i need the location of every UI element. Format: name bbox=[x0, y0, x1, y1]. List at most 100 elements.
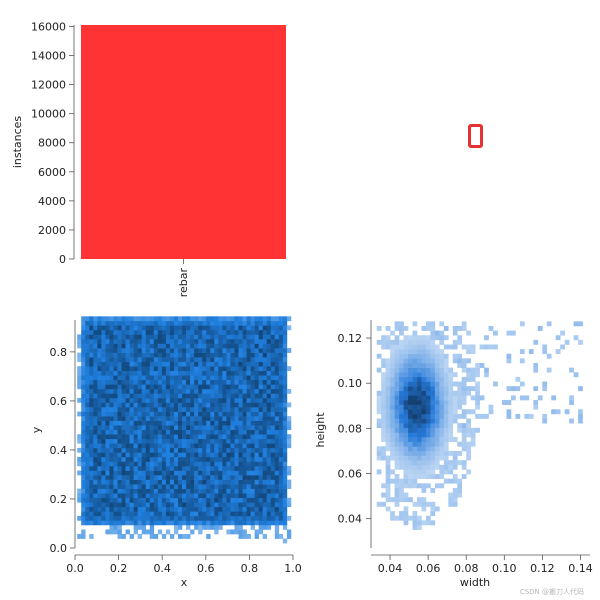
density-cell bbox=[161, 493, 167, 499]
density-cell bbox=[109, 488, 114, 494]
density-cell bbox=[416, 339, 422, 345]
density-cell bbox=[258, 493, 263, 499]
density-cell bbox=[250, 325, 255, 331]
density-cell bbox=[502, 400, 507, 405]
density-cell bbox=[190, 361, 195, 367]
density-cell bbox=[274, 334, 280, 340]
density-cell bbox=[85, 348, 90, 353]
density-cell bbox=[89, 497, 94, 503]
density-cell bbox=[178, 524, 183, 530]
density-cell bbox=[238, 402, 243, 408]
density-cell bbox=[262, 320, 268, 326]
density-cell bbox=[198, 465, 203, 471]
density-cell bbox=[226, 438, 231, 444]
density-cell bbox=[250, 465, 255, 471]
density-cell bbox=[149, 534, 155, 539]
density-cell bbox=[416, 441, 422, 447]
density-cell bbox=[266, 461, 272, 467]
density-cell bbox=[246, 393, 251, 399]
density-cell bbox=[278, 352, 284, 358]
density-cell bbox=[129, 420, 134, 426]
density-cell bbox=[434, 437, 440, 442]
density-cell bbox=[278, 465, 284, 471]
density-cell bbox=[113, 506, 118, 512]
density-cell bbox=[198, 334, 203, 340]
density-cell bbox=[258, 357, 263, 362]
y-tick-label: 8000 bbox=[38, 137, 66, 150]
density-cell bbox=[137, 465, 143, 471]
density-cell bbox=[421, 376, 427, 382]
density-cell bbox=[149, 343, 155, 349]
density-cell bbox=[169, 520, 175, 526]
density-cell bbox=[202, 447, 207, 453]
density-cell bbox=[117, 343, 122, 349]
density-cell bbox=[214, 425, 219, 431]
density-cell bbox=[137, 352, 143, 358]
density-cell bbox=[149, 461, 155, 467]
density-cell bbox=[218, 447, 223, 453]
density-cell bbox=[93, 429, 98, 435]
density-cell bbox=[258, 484, 263, 489]
density-cell bbox=[141, 529, 147, 535]
density-cell bbox=[430, 404, 436, 410]
density-cell bbox=[425, 413, 431, 419]
density-cell bbox=[222, 339, 227, 344]
density-cell bbox=[258, 343, 263, 349]
density-cell bbox=[222, 456, 227, 462]
density-cell bbox=[81, 434, 86, 440]
density-cell bbox=[173, 438, 179, 444]
density-cell bbox=[226, 375, 231, 381]
density-cell bbox=[274, 320, 280, 326]
density-cell bbox=[214, 339, 219, 344]
density-cell bbox=[161, 393, 167, 399]
density-cell bbox=[178, 456, 183, 462]
density-cell bbox=[222, 447, 227, 453]
density-cell bbox=[242, 411, 247, 417]
density-cell bbox=[254, 316, 259, 322]
density-cell bbox=[117, 411, 122, 417]
density-cell bbox=[125, 429, 130, 435]
density-cell bbox=[218, 425, 223, 431]
density-cell bbox=[101, 420, 106, 426]
density-cell bbox=[234, 379, 239, 385]
xy-y-label: y bbox=[30, 426, 43, 433]
density-cell bbox=[206, 502, 211, 508]
density-cell bbox=[198, 366, 203, 372]
density-cell bbox=[266, 361, 272, 367]
density-cell bbox=[101, 456, 106, 462]
density-cell bbox=[153, 343, 159, 349]
density-cell bbox=[238, 397, 243, 403]
density-cell bbox=[250, 515, 255, 521]
density-cell bbox=[113, 384, 118, 390]
density-cell bbox=[385, 367, 391, 373]
density-cell bbox=[234, 316, 239, 322]
density-cell bbox=[113, 325, 118, 331]
density-cell bbox=[230, 343, 235, 349]
density-cell bbox=[254, 411, 259, 417]
density-cell bbox=[178, 461, 183, 467]
density-cell bbox=[85, 429, 90, 435]
density-cell bbox=[149, 425, 155, 431]
density-cell bbox=[461, 386, 467, 392]
density-cell bbox=[222, 416, 227, 421]
density-cell bbox=[182, 488, 187, 494]
density-cell bbox=[202, 506, 207, 512]
density-cell bbox=[97, 420, 102, 426]
density-cell bbox=[222, 443, 227, 449]
density-cell bbox=[448, 497, 454, 503]
density-cell bbox=[182, 375, 187, 381]
density-cell bbox=[109, 375, 114, 381]
density-cell bbox=[173, 402, 179, 408]
density-cell bbox=[194, 524, 199, 530]
x-tick-label: 0.08 bbox=[454, 562, 479, 575]
density-cell bbox=[129, 447, 134, 453]
density-cell bbox=[105, 411, 110, 417]
density-cell bbox=[246, 325, 251, 331]
density-cell bbox=[178, 520, 183, 526]
density-cell bbox=[443, 413, 449, 419]
density-cell bbox=[149, 497, 155, 503]
density-cell bbox=[270, 393, 276, 399]
density-cell bbox=[133, 320, 138, 326]
density-cell bbox=[97, 388, 102, 394]
density-cell bbox=[524, 413, 530, 419]
